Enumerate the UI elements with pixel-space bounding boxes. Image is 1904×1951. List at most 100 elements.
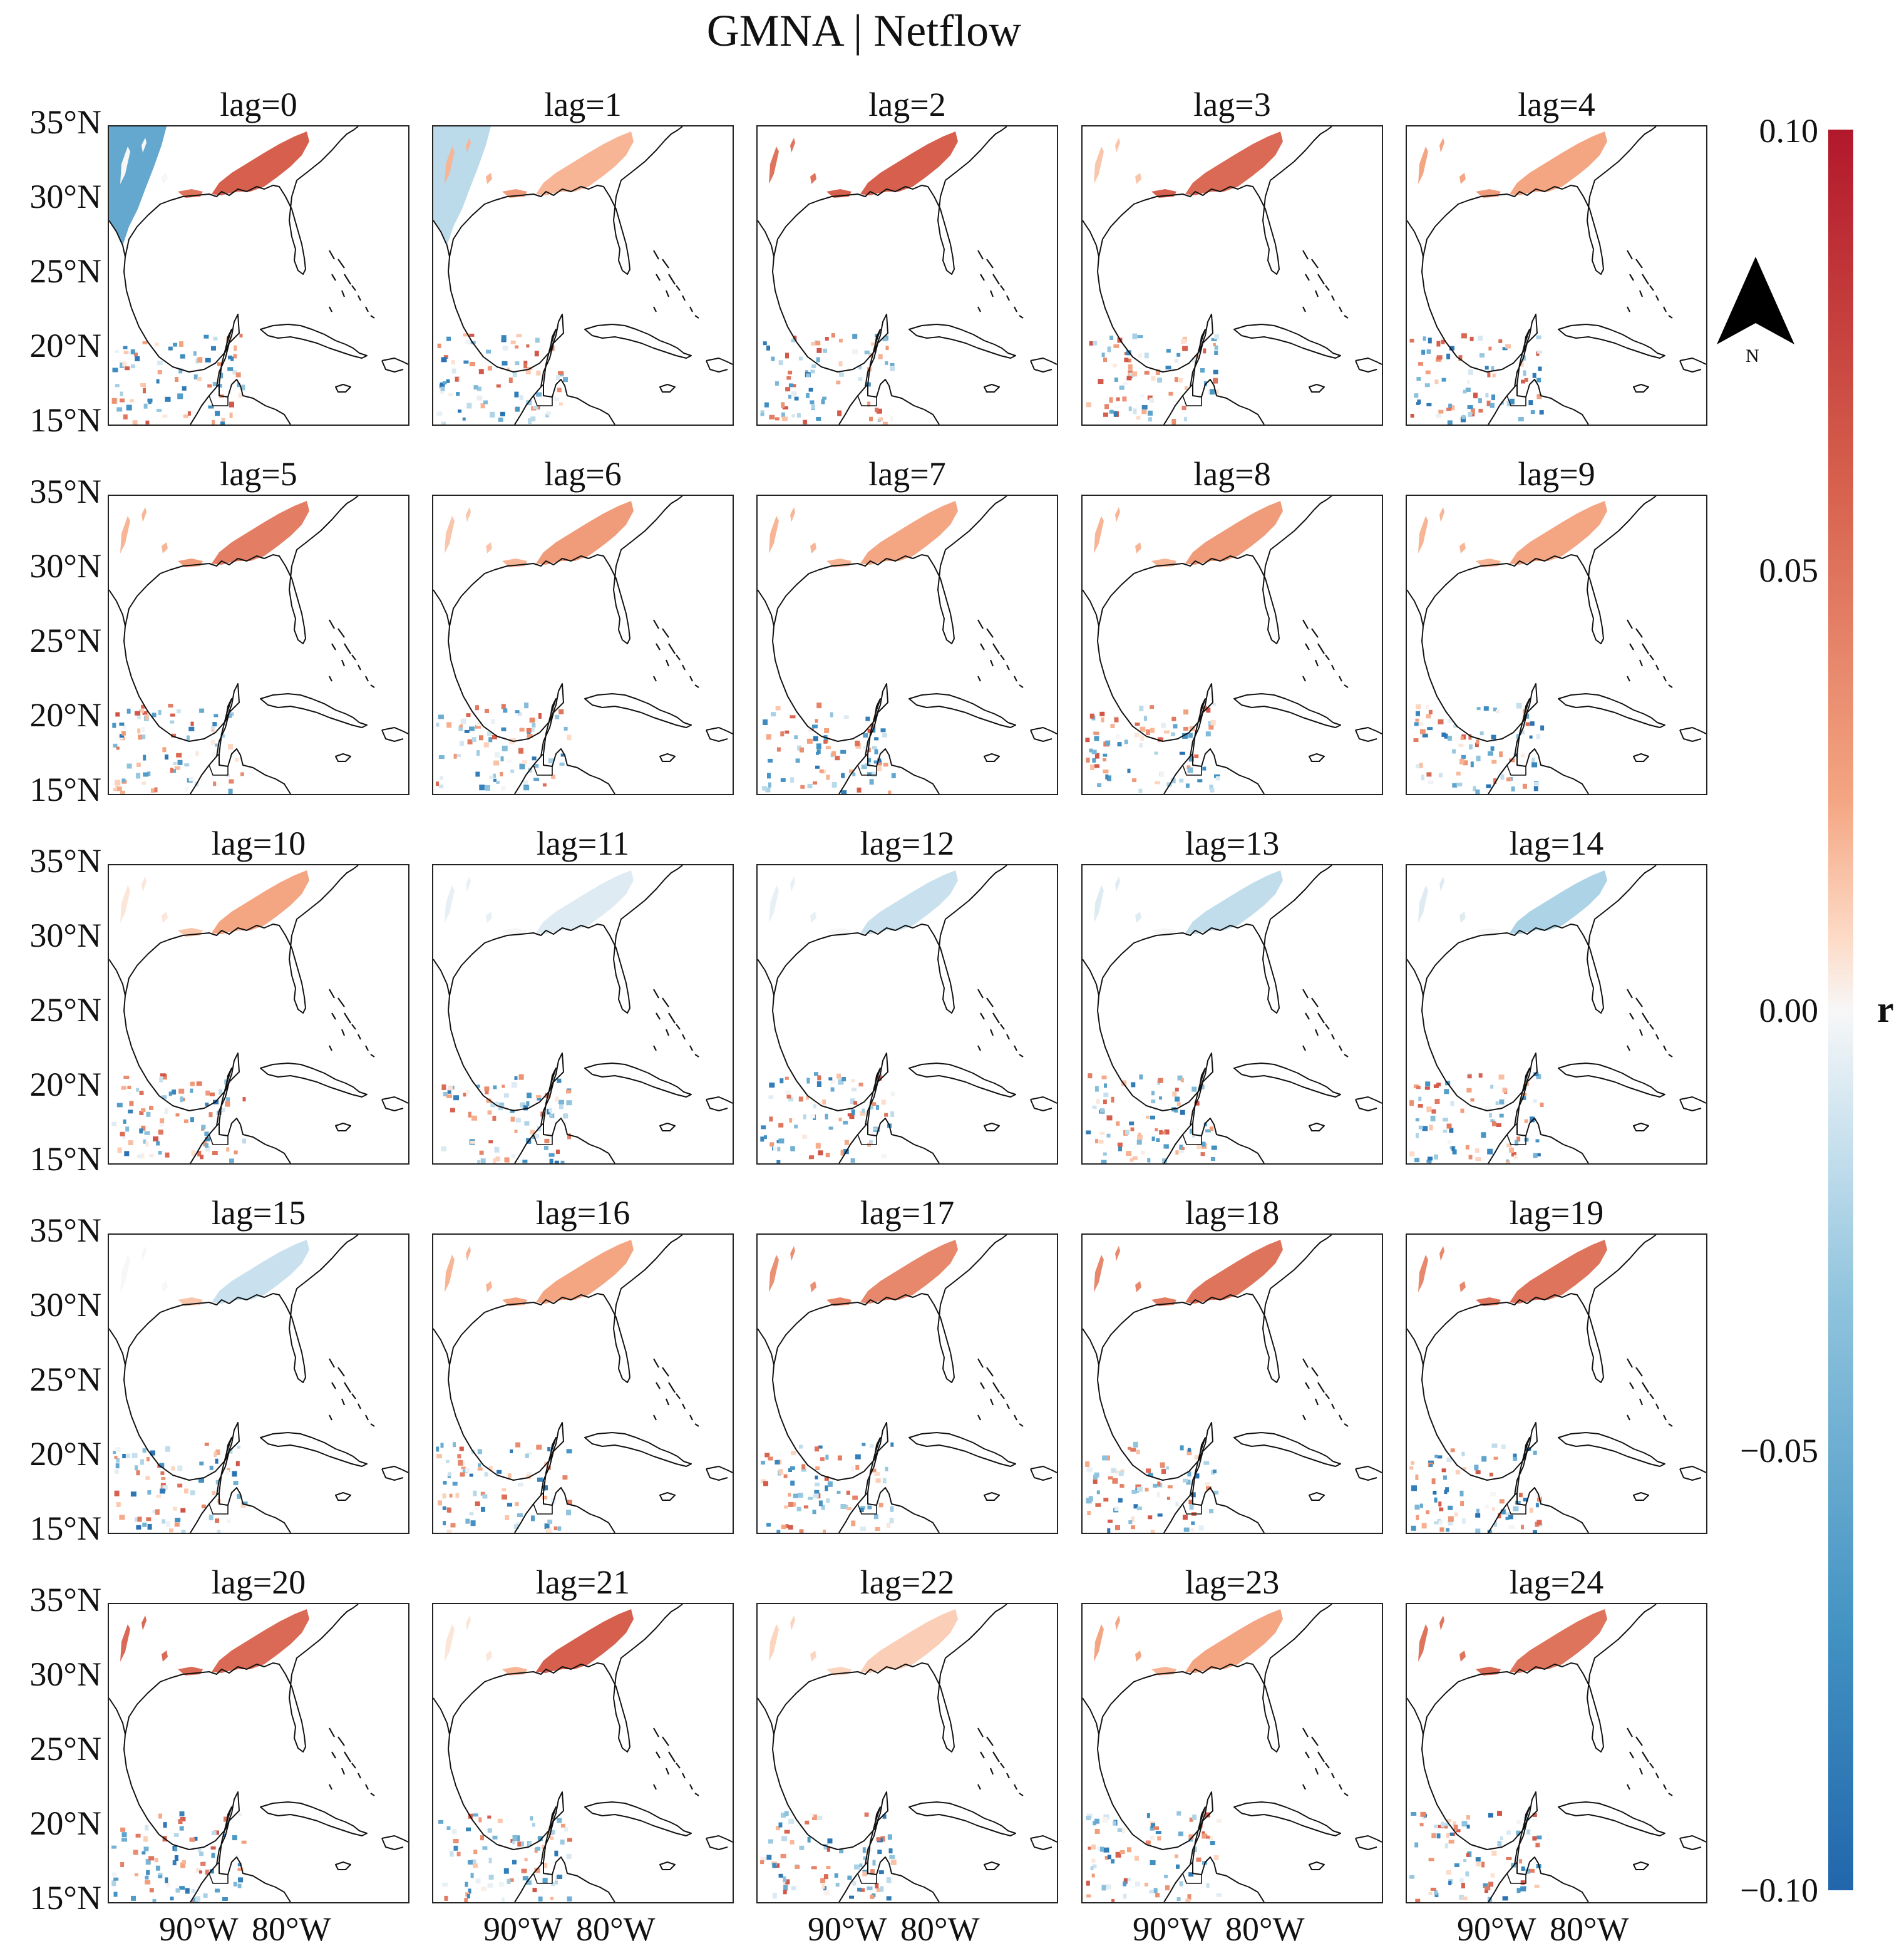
west-spot-field <box>1115 507 1120 522</box>
bahamas-island <box>676 285 681 291</box>
noise-pixel <box>514 1076 518 1080</box>
noise-pixel <box>1103 753 1108 757</box>
noise-pixel <box>761 1125 766 1130</box>
noise-pixel <box>446 722 452 728</box>
bahamas-island <box>329 1045 332 1051</box>
colorbar-tick-label: −0.05 <box>1740 1432 1818 1470</box>
noise-pixel <box>544 1863 548 1868</box>
bahamas-island <box>1331 1773 1335 1779</box>
noise-pixel <box>890 1111 895 1117</box>
west-spot-field <box>769 1255 779 1292</box>
noise-pixel <box>468 1111 471 1118</box>
noise-pixel <box>1167 1485 1173 1489</box>
bahamas-island <box>329 1414 332 1421</box>
noise-pixel <box>1531 762 1538 768</box>
noise-pixel <box>763 719 768 725</box>
noise-pixel <box>796 1506 801 1511</box>
noise-pixel <box>1446 1457 1452 1462</box>
noise-pixel <box>191 1150 196 1156</box>
bahamas-island <box>1642 1382 1649 1393</box>
noise-pixel <box>818 1150 823 1156</box>
noise-pixel <box>436 411 443 416</box>
noise-pixel <box>813 1493 819 1498</box>
noise-pixel <box>1189 1504 1194 1510</box>
noise-pixel <box>1092 1864 1097 1868</box>
bahamas-island <box>1325 654 1330 661</box>
noise-pixel <box>150 1450 155 1456</box>
west-spot-field <box>1459 1650 1466 1662</box>
noise-pixel <box>141 1125 146 1131</box>
noise-pixel <box>890 1442 894 1447</box>
noise-pixel <box>162 1095 167 1099</box>
noise-pixel <box>503 1868 509 1874</box>
west-spot-field <box>162 173 168 184</box>
bahamas-island <box>676 1024 681 1030</box>
noise-pixel <box>440 382 445 388</box>
noise-pixel <box>1175 1150 1179 1155</box>
noise-pixel <box>1156 1491 1160 1498</box>
noise-pixel <box>1441 1468 1446 1473</box>
map-frame <box>108 864 409 1165</box>
noise-pixel <box>880 728 886 733</box>
noise-pixel <box>1140 726 1146 732</box>
noise-pixel <box>1184 386 1188 390</box>
hispaniola-outline <box>706 1835 733 1850</box>
noise-pixel <box>1417 399 1421 404</box>
noise-pixel <box>790 1466 795 1470</box>
noise-pixel <box>1508 1515 1513 1520</box>
coastline <box>1407 126 1657 275</box>
noise-pixel <box>468 1860 473 1865</box>
bahamas-island <box>1668 1423 1673 1427</box>
noise-pixel <box>875 1527 880 1531</box>
border-line <box>1182 1123 1202 1145</box>
southeast-field <box>536 131 634 195</box>
noise-pixel <box>827 1481 833 1487</box>
noise-pixel <box>520 1102 526 1108</box>
bahamas-island <box>1006 1773 1010 1779</box>
noise-pixel <box>477 1160 481 1163</box>
jamaica-outline <box>1633 1861 1649 1870</box>
noise-pixel <box>220 421 225 425</box>
noise-pixel <box>237 1868 244 1871</box>
noise-pixel <box>560 753 565 757</box>
noise-pixel <box>784 1811 789 1816</box>
west-spot-field <box>769 1624 779 1662</box>
bahamas-island <box>1642 1012 1649 1024</box>
noise-pixel <box>1508 1525 1515 1529</box>
noise-pixel <box>114 1469 119 1474</box>
noise-pixel <box>1491 734 1496 739</box>
bahamas-island <box>358 1403 361 1409</box>
noise-pixel <box>791 1451 796 1456</box>
noise-pixel <box>1214 345 1218 350</box>
bahamas-island <box>653 1045 657 1051</box>
noise-pixel <box>500 771 503 776</box>
noise-pixel <box>166 1521 170 1527</box>
noise-pixel <box>554 1880 558 1885</box>
bahamas-island <box>1305 1012 1310 1020</box>
jamaica-outline <box>984 384 1000 393</box>
noise-pixel <box>1181 406 1186 411</box>
bahamas-island <box>329 250 335 260</box>
noise-pixel <box>1213 369 1218 374</box>
noise-pixel <box>1499 1499 1505 1504</box>
noise-pixel <box>224 1079 229 1084</box>
noise-pixel <box>1466 380 1470 384</box>
noise-pixel <box>1116 1121 1120 1126</box>
noise-pixel <box>836 1073 841 1079</box>
noise-pixel <box>135 1833 141 1838</box>
noise-pixel <box>853 1101 858 1105</box>
noise-pixel <box>811 1815 817 1820</box>
noise-pixel <box>1117 1142 1123 1147</box>
noise-pixel <box>768 1095 774 1099</box>
southeast-field <box>1510 131 1607 195</box>
coastline <box>1083 1604 1332 1753</box>
bahamas-island <box>370 684 375 688</box>
noise-pixel <box>790 1840 795 1845</box>
west-spot-field <box>466 507 471 522</box>
west-spot-field <box>486 1281 492 1292</box>
bahamas-island <box>977 989 984 999</box>
noise-pixel <box>1516 703 1522 709</box>
noise-pixel <box>187 411 191 416</box>
southeast-field <box>860 1609 958 1673</box>
noise-pixel <box>1493 1456 1498 1460</box>
